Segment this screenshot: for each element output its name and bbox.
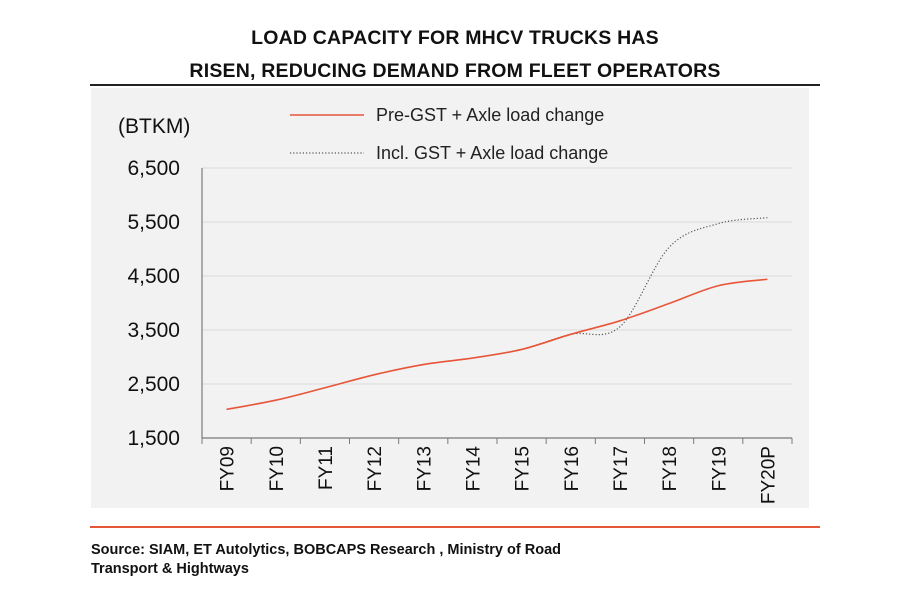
- x-tick-label: FY17: [611, 446, 632, 491]
- y-tick-label: 4,500: [127, 265, 180, 288]
- title-divider: [90, 84, 820, 86]
- y-tick-label: 6,500: [127, 157, 180, 180]
- x-tick-labels: FY09 FY10 FY11 FY12 FY13 FY14 FY15 FY16 FY17 FY18…: [218, 446, 780, 505]
- data-point: [667, 245, 671, 249]
- data-point: [421, 363, 425, 367]
- data-point: [470, 356, 474, 360]
- data-point: [716, 284, 720, 288]
- footer-divider: [90, 526, 820, 528]
- data-point: [618, 319, 622, 323]
- y-tick-label: 2,500: [127, 373, 180, 396]
- source-line-1: Source: SIAM, ET Autolytics, BOBCAPS Res…: [91, 542, 561, 558]
- x-tick-label: FY19: [709, 446, 730, 491]
- data-point: [323, 386, 327, 390]
- series-line-pre-gst: [226, 278, 768, 411]
- legend-label-pre-gst: Pre-GST + Axle load change: [376, 105, 604, 125]
- chart-title: LOAD CAPACITY FOR MHCV TRUCKS HAS RISEN,…: [90, 22, 820, 88]
- data-point: [765, 277, 769, 281]
- data-point: [716, 222, 720, 226]
- x-tick-label: FY09: [218, 446, 239, 491]
- title-line-2: RISEN, REDUCING DEMAND FROM FLEET OPERAT…: [189, 60, 721, 82]
- data-point: [274, 398, 278, 402]
- data-point: [618, 325, 622, 329]
- series-line-incl-gst: [226, 217, 768, 410]
- source-note: Source: SIAM, ET Autolytics, BOBCAPS Res…: [91, 541, 651, 579]
- y-tick-labels: 1,500 2,500 3,500 4,500 5,500 6,500: [127, 157, 180, 450]
- grid-lines: [202, 167, 792, 385]
- data-point: [667, 302, 671, 306]
- data-point: [520, 347, 524, 351]
- x-tick-label: FY20P: [758, 446, 779, 504]
- x-tick-label: FY11: [316, 446, 337, 490]
- data-point: [225, 407, 229, 411]
- data-point: [569, 332, 573, 336]
- y-tick-label: 3,500: [127, 319, 180, 342]
- x-tick-label: FY15: [513, 446, 534, 491]
- x-tick-label: FY12: [365, 446, 386, 491]
- y-tick-label: 1,500: [127, 427, 180, 450]
- x-tick-label: FY14: [463, 446, 484, 492]
- y-axis-unit-label: (BTKM): [118, 115, 190, 138]
- title-line-1: LOAD CAPACITY FOR MHCV TRUCKS HAS: [251, 27, 659, 49]
- data-point: [372, 373, 376, 377]
- data-point: [765, 216, 769, 220]
- series-lines: [225, 216, 769, 411]
- axes: [201, 168, 793, 444]
- x-tick-label: FY10: [267, 446, 288, 491]
- x-tick-label: FY13: [414, 446, 435, 491]
- source-line-2: Transport & Hightways: [91, 561, 249, 577]
- x-tick-label: FY18: [660, 446, 681, 491]
- y-tick-label: 5,500: [127, 211, 180, 234]
- legend: Pre-GST + Axle load change Incl. GST + A…: [290, 105, 608, 163]
- legend-label-incl-gst: Incl. GST + Axle load change: [376, 143, 608, 163]
- x-tick-label: FY16: [562, 446, 583, 491]
